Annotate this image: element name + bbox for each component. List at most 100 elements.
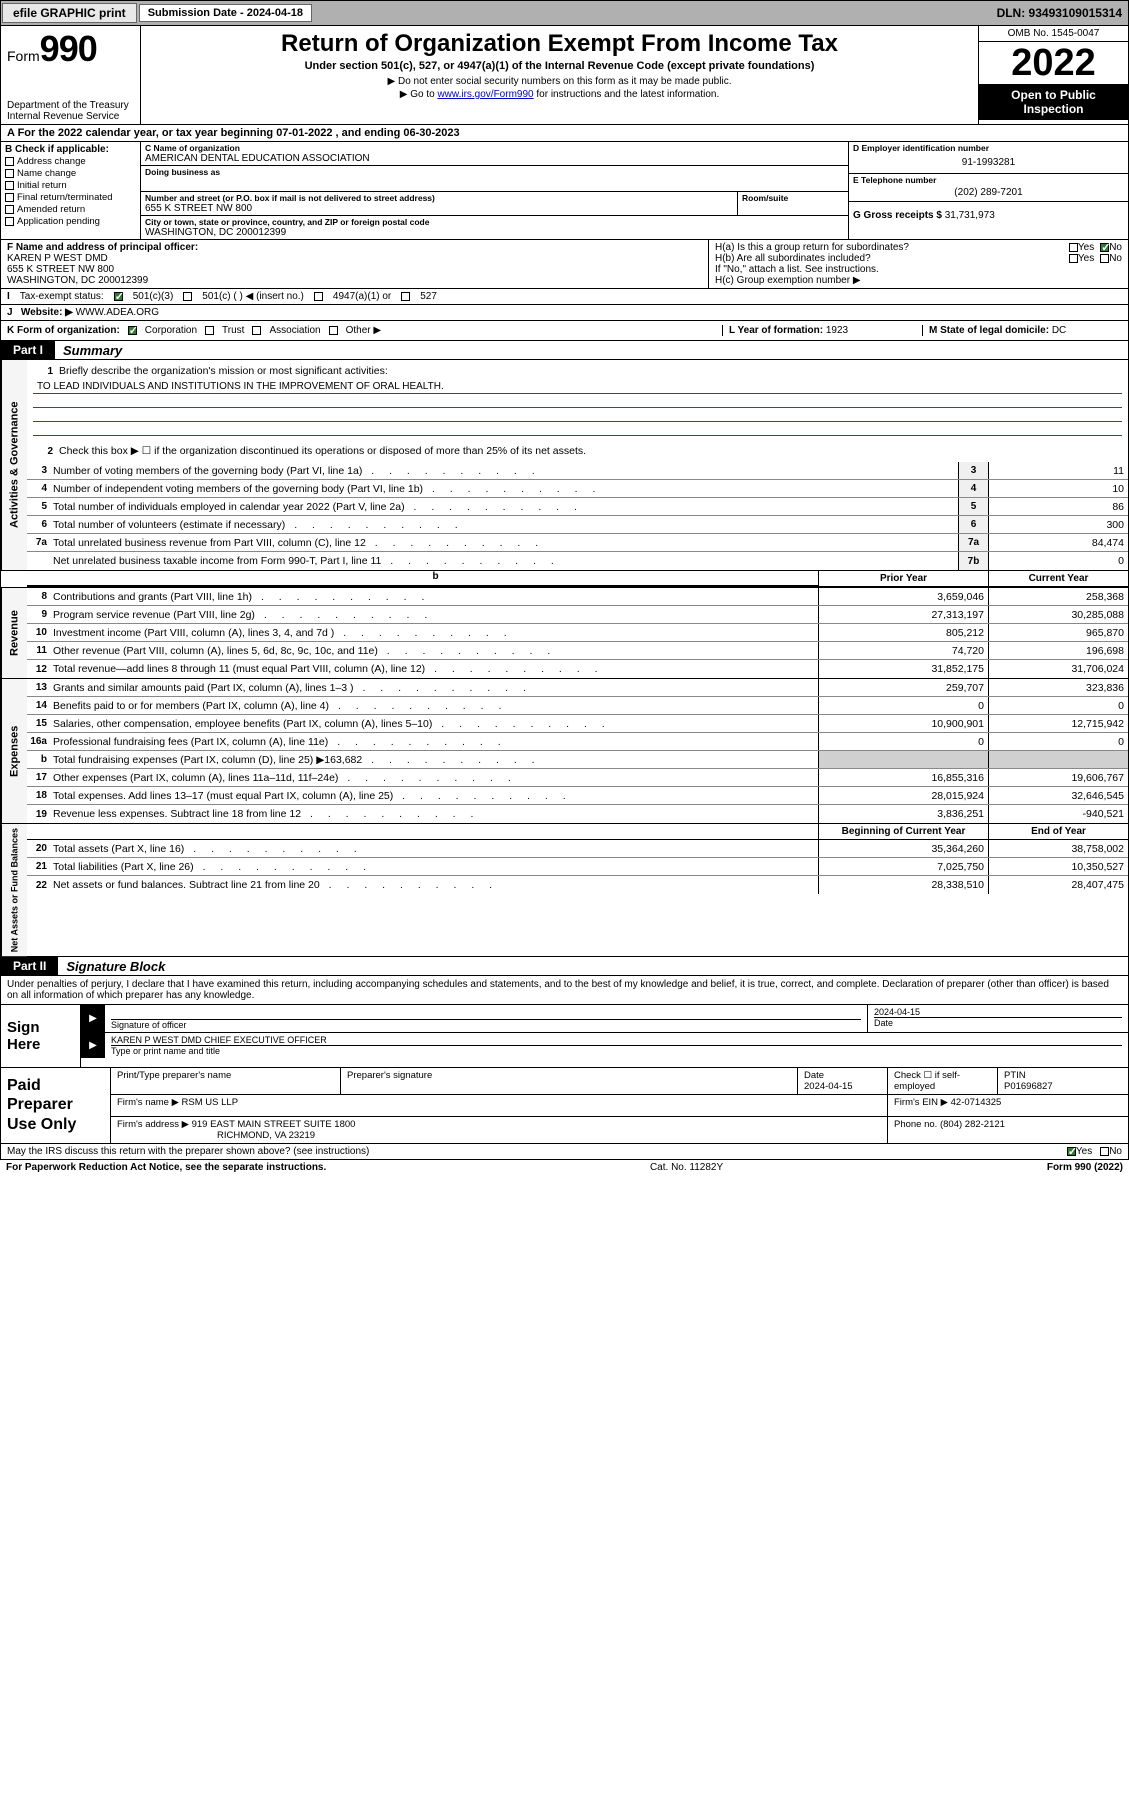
submission-date-label: Submission Date - 2024-04-18 xyxy=(139,4,312,22)
ha-label: H(a) Is this a group return for subordin… xyxy=(715,242,1069,253)
chk-trust[interactable] xyxy=(205,326,214,335)
twocol-hdr-row: b Prior Year Current Year xyxy=(0,571,1129,588)
gross-value: 31,731,973 xyxy=(945,210,995,221)
irs-link[interactable]: www.irs.gov/Form990 xyxy=(437,89,533,100)
form-subtitle-2: ▶ Do not enter social security numbers o… xyxy=(149,76,970,87)
mission-blank-3 xyxy=(33,422,1122,436)
dba-label: Doing business as xyxy=(145,167,844,177)
row-i: I Tax-exempt status: 501(c)(3) 501(c) ( … xyxy=(0,289,1129,305)
data-row: 16aProfessional fundraising fees (Part I… xyxy=(27,733,1128,751)
top-bar: efile GRAPHIC print Submission Date - 20… xyxy=(0,0,1129,26)
lbl-corp: Corporation xyxy=(145,325,197,336)
part1-header: Part I Summary xyxy=(0,341,1129,360)
goto-pre: ▶ Go to xyxy=(400,89,438,100)
gov-row: 3Number of voting members of the governi… xyxy=(27,462,1128,480)
prep-date-lbl: Date xyxy=(804,1070,881,1081)
hb-yes[interactable] xyxy=(1069,254,1078,263)
end-year-hdr: End of Year xyxy=(988,824,1128,839)
data-row: 21Total liabilities (Part X, line 26)7,0… xyxy=(27,858,1128,876)
hb-note: If "No," attach a list. See instructions… xyxy=(715,264,1122,275)
ha-yes[interactable] xyxy=(1069,243,1078,252)
data-row: 12Total revenue—add lines 8 through 11 (… xyxy=(27,660,1128,678)
efile-print-button[interactable]: efile GRAPHIC print xyxy=(2,3,137,23)
discuss-yes[interactable] xyxy=(1067,1147,1076,1156)
hb-label: H(b) Are all subordinates included? xyxy=(715,253,1069,264)
ein-label: D Employer identification number xyxy=(853,143,1124,153)
chk-501c3[interactable] xyxy=(114,292,123,301)
chk-4947[interactable] xyxy=(314,292,323,301)
discuss-no[interactable] xyxy=(1100,1147,1109,1156)
part2-title: Signature Block xyxy=(58,959,165,974)
officer-addr1: 655 K STREET NW 800 xyxy=(7,264,702,275)
ptin-val: P01696827 xyxy=(1004,1081,1122,1092)
form-subtitle-3: ▶ Go to www.irs.gov/Form990 for instruct… xyxy=(149,89,970,100)
prep-sig-hdr: Preparer's signature xyxy=(341,1068,798,1094)
chk-501c[interactable] xyxy=(183,292,192,301)
data-row: bTotal fundraising expenses (Part IX, co… xyxy=(27,751,1128,769)
chk-other[interactable] xyxy=(329,326,338,335)
org-name-label: C Name of organization xyxy=(145,143,844,153)
ha-no[interactable] xyxy=(1100,243,1109,252)
phone-label: E Telephone number xyxy=(853,175,1124,185)
discuss-yes-lbl: Yes xyxy=(1076,1146,1092,1157)
chk-assoc[interactable] xyxy=(252,326,261,335)
org-name: AMERICAN DENTAL EDUCATION ASSOCIATION xyxy=(145,153,844,164)
row-fh: F Name and address of principal officer:… xyxy=(0,240,1129,289)
col-b-label: B Check if applicable: xyxy=(5,144,136,155)
form-subtitle-1: Under section 501(c), 527, or 4947(a)(1)… xyxy=(149,60,970,72)
chk-527[interactable] xyxy=(401,292,410,301)
lbl-4947: 4947(a)(1) or xyxy=(333,291,391,302)
part1-tab: Part I xyxy=(1,341,55,359)
row-klm: K Form of organization: Corporation Trus… xyxy=(0,321,1129,341)
chk-final-return[interactable] xyxy=(5,193,14,202)
chk-address-change[interactable] xyxy=(5,157,14,166)
data-row: 15Salaries, other compensation, employee… xyxy=(27,715,1128,733)
chk-initial-return[interactable] xyxy=(5,181,14,190)
gov-vtab: Activities & Governance xyxy=(1,360,27,570)
lbl-other: Other ▶ xyxy=(346,325,381,336)
discuss-no-lbl: No xyxy=(1109,1146,1122,1157)
sig-date-value: 2024-04-15 xyxy=(874,1007,1122,1017)
lbl-assoc: Association xyxy=(269,325,320,336)
gov-row: 4Number of independent voting members of… xyxy=(27,480,1128,498)
prep-name-hdr: Print/Type preparer's name xyxy=(111,1068,341,1094)
officer-name: KAREN P WEST DMD xyxy=(7,253,702,264)
header-right: OMB No. 1545-0047 2022 Open to Public In… xyxy=(978,26,1128,124)
lbl-amended: Amended return xyxy=(17,204,85,215)
prep-selfemp: Check ☐ if self-employed xyxy=(888,1068,998,1094)
omb-number: OMB No. 1545-0047 xyxy=(979,26,1128,42)
arrow-icon-2 xyxy=(81,1033,105,1058)
sign-here-block: Sign Here Signature of officer 2024-04-1… xyxy=(0,1005,1129,1068)
hb-no[interactable] xyxy=(1100,254,1109,263)
tax-status-label: Tax-exempt status: xyxy=(20,291,104,302)
gross-label: G Gross receipts $ xyxy=(853,210,942,221)
lbl-name-change: Name change xyxy=(17,168,76,179)
chk-app-pending[interactable] xyxy=(5,217,14,226)
data-row: 10Investment income (Part VIII, column (… xyxy=(27,624,1128,642)
sig-officer-line: Signature of officer xyxy=(111,1019,861,1030)
firm-addr2: RICHMOND, VA 23219 xyxy=(117,1130,881,1141)
data-row: 20Total assets (Part X, line 16)35,364,2… xyxy=(27,840,1128,858)
lbl-527: 527 xyxy=(420,291,437,302)
hb-no-lbl: No xyxy=(1109,253,1122,264)
line-a: A For the 2022 calendar year, or tax yea… xyxy=(0,125,1129,142)
data-row: 9Program service revenue (Part VIII, lin… xyxy=(27,606,1128,624)
lbl-app-pending: Application pending xyxy=(17,216,100,227)
data-row: 8Contributions and grants (Part VIII, li… xyxy=(27,588,1128,606)
chk-name-change[interactable] xyxy=(5,169,14,178)
part2-tab: Part II xyxy=(1,957,58,975)
mission-blank-2 xyxy=(33,408,1122,422)
gov-row: Net unrelated business taxable income fr… xyxy=(27,552,1128,570)
lbl-501c: 501(c) ( ) ◀ (insert no.) xyxy=(202,291,304,302)
chk-corp[interactable] xyxy=(128,326,137,335)
exp-section: Expenses 13Grants and similar amounts pa… xyxy=(0,679,1129,824)
officer-name-title: KAREN P WEST DMD CHIEF EXECUTIVE OFFICER xyxy=(111,1035,1122,1045)
form-footer: Form 990 (2022) xyxy=(1047,1162,1123,1173)
firm-phone-lbl: Phone no. xyxy=(894,1119,937,1130)
k-label: K Form of organization: xyxy=(7,325,120,336)
lbl-address-change: Address change xyxy=(17,156,86,167)
chk-amended[interactable] xyxy=(5,205,14,214)
m-value: DC xyxy=(1052,325,1066,336)
gov-section: Activities & Governance 1 Briefly descri… xyxy=(0,360,1129,571)
website-value: WWW.ADEA.ORG xyxy=(76,307,159,318)
